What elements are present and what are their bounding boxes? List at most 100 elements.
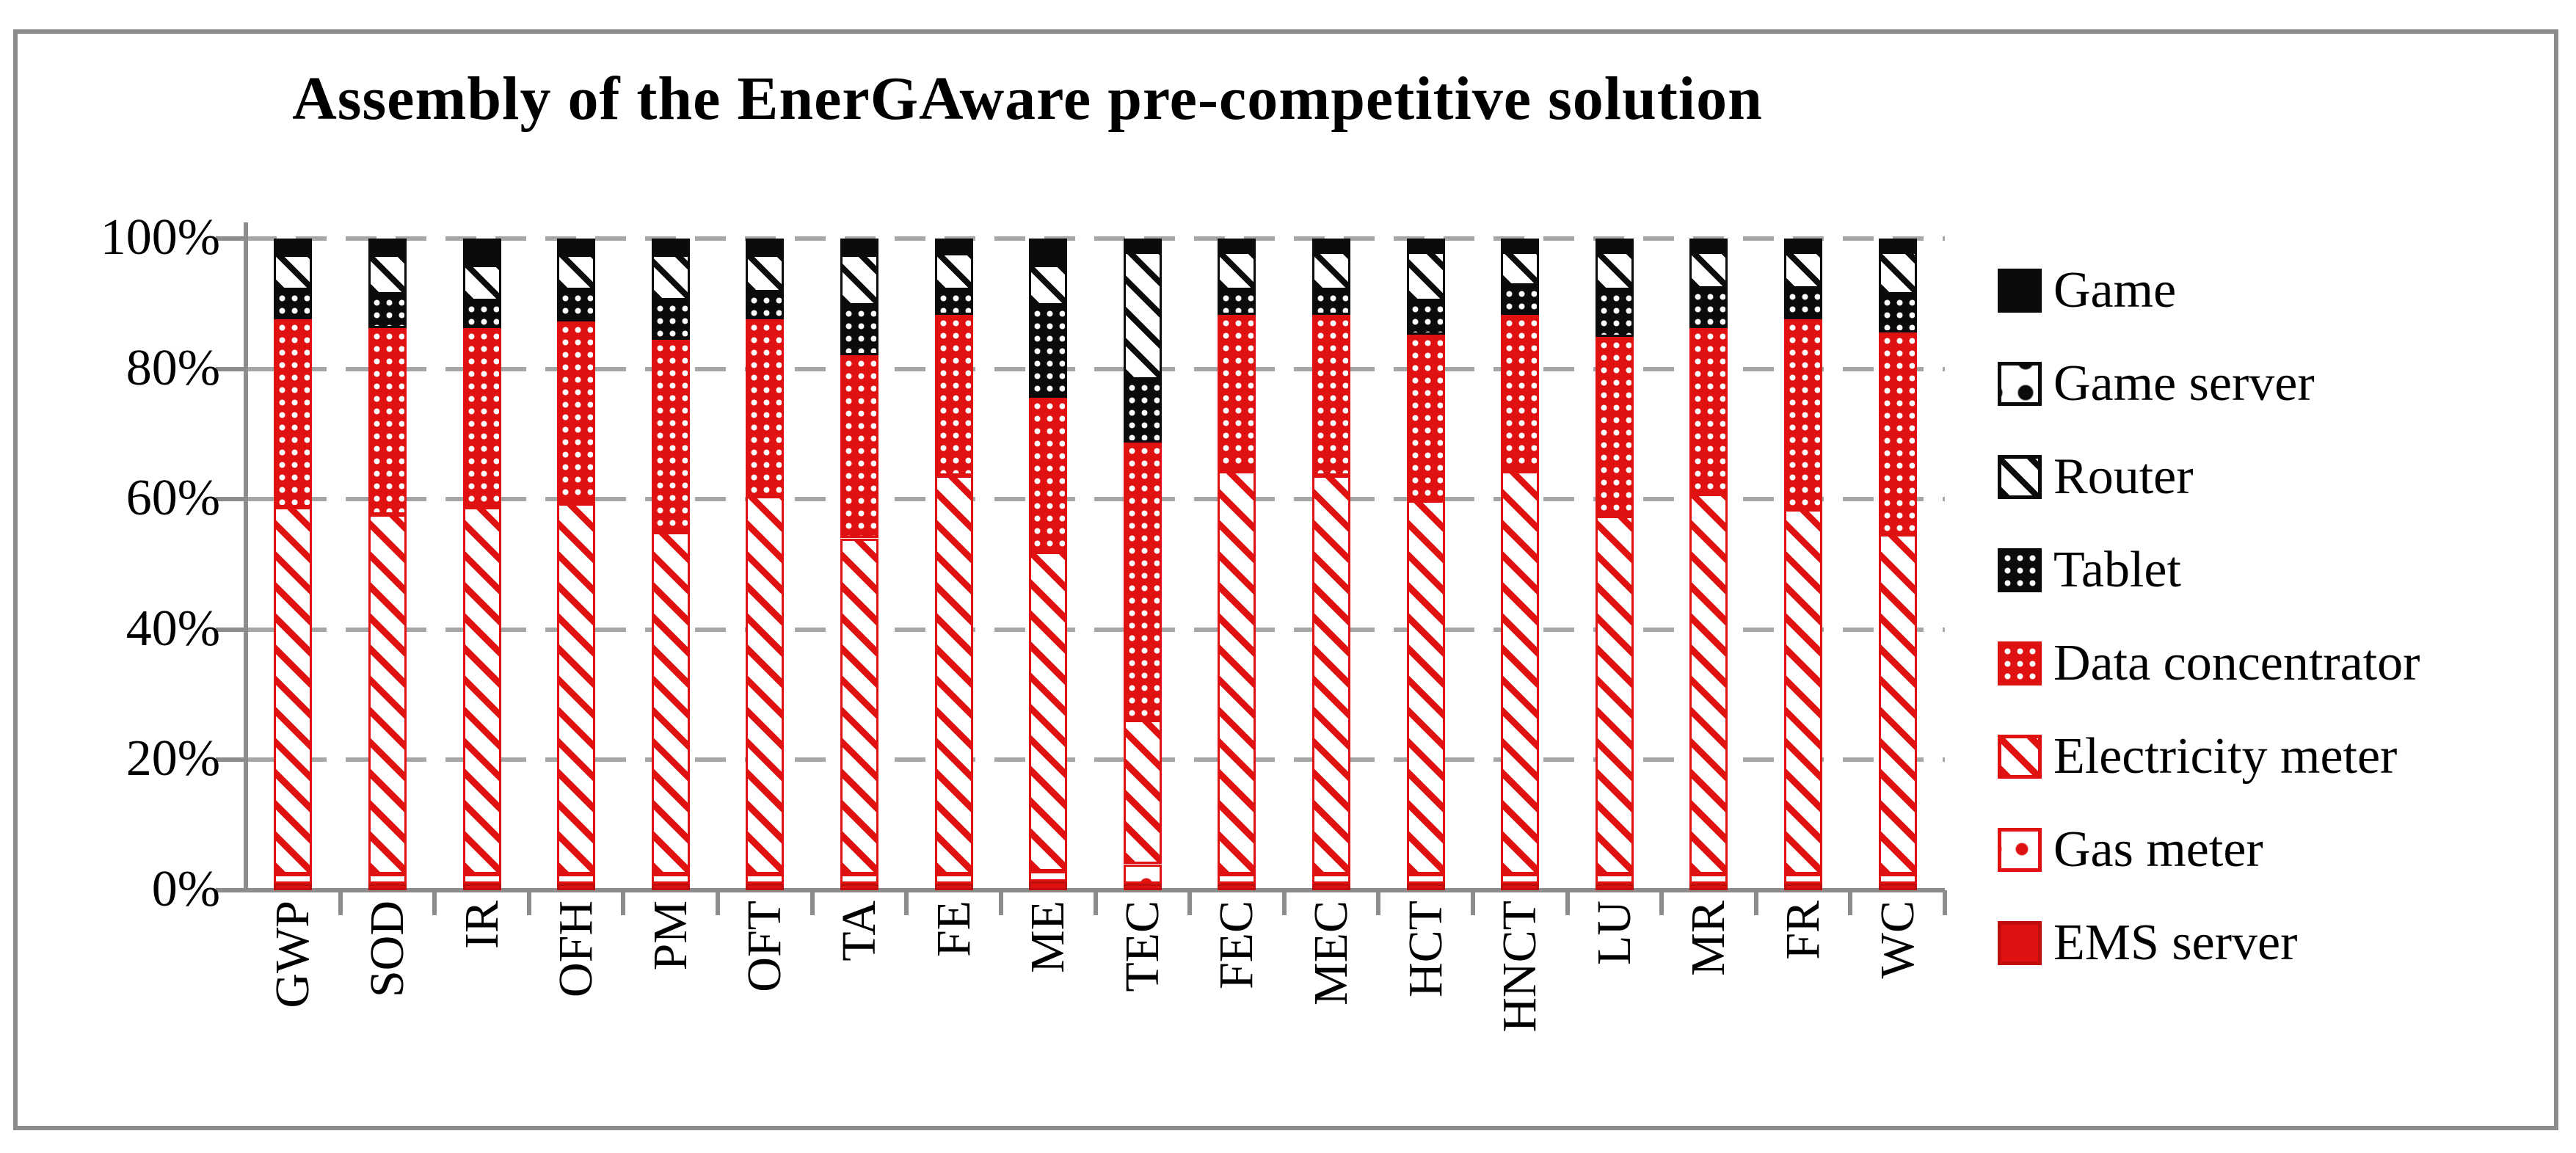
bar-segment-tablet [274,290,313,320]
x-axis-tick [1093,890,1098,915]
bar-segment-game [1501,239,1540,249]
bar-TA [840,239,878,890]
bar-segment-router [1501,251,1540,285]
bar-segment-game [1312,239,1351,249]
x-axis-label-text: FE [926,901,980,958]
bar-segment-gas-meter [1406,873,1445,884]
bar-segment-tablet [1501,285,1540,315]
bar-segment-electricity-meter [1029,552,1068,872]
x-axis-label-text: GWP [266,901,320,1008]
x-axis-tick [1376,890,1381,915]
bar-segment-ems-server [1689,884,1728,890]
bar-segment-tablet [1595,290,1634,338]
bar-MR [1689,239,1728,890]
bar-segment-ems-server [1029,881,1068,890]
bar-segment-router [557,255,596,291]
x-axis-label-text: HCT [1398,901,1452,997]
bar-segment-ems-server [746,884,785,890]
bar-segment-data-concentrator [840,354,878,539]
bar-segment-electricity-meter [1218,471,1256,874]
bar-TEC [1123,239,1162,890]
bar-segment-game [1218,239,1256,249]
y-axis-label-60: 60% [125,470,220,527]
x-axis-tick [1565,890,1570,915]
bar-segment-ems-server [840,884,878,890]
x-axis-label-text: HNCT [1493,901,1547,1033]
bar-segment-data-concentrator [274,319,313,507]
bar-segment-data-concentrator [1878,332,1917,535]
bar-OFT [746,239,785,890]
bar-segment-electricity-meter [1595,516,1634,874]
bar-segment-gas-meter [1501,873,1540,884]
bar-segment-electricity-meter [557,503,596,874]
bar-segment-electricity-meter [651,531,690,874]
bar-segment-gas-meter [840,873,878,884]
legend-row-router: Router [1998,430,2420,523]
x-axis-tick [1470,890,1475,915]
bar-segment-game [1878,239,1917,249]
x-axis-label-FEC: FEC [1209,901,1264,1150]
x-axis-label-IR: IR [455,901,509,1150]
y-axis-label-80: 80% [125,339,220,396]
bar-OFH [557,239,596,890]
legend-row-ems-server: EMS server [1998,896,2420,989]
bar-segment-game [462,239,501,262]
legend-label: Electricity meter [2053,727,2398,785]
bar-segment-tablet [557,290,596,321]
bar-segment-tablet [1784,288,1823,320]
y-axis-tick-40 [216,627,248,632]
bar-segment-data-concentrator [934,314,973,476]
bar-segment-game [746,239,785,252]
x-axis-label-text: OFH [549,901,603,998]
legend-swatch-icon [1998,734,2042,779]
bar-ME [1029,239,1068,890]
x-axis-label-OFT: OFT [738,901,791,1150]
x-axis-label-TA: TA [832,901,886,1150]
bar-segment-data-concentrator [1406,335,1445,501]
bar-segment-data-concentrator [746,319,785,496]
x-axis-label-PM: PM [644,901,697,1150]
bar-segment-tablet [1312,290,1351,315]
bar-LU [1595,239,1634,890]
bar-segment-data-concentrator [368,327,407,514]
y-axis-tick-20 [216,757,248,763]
x-axis-label-SOD: SOD [360,901,414,1150]
y-axis-label-20: 20% [125,730,220,788]
legend-row-data-concentrator: Data concentrator [1998,616,2420,710]
x-axis-label-text: ME [1021,901,1075,973]
gridline-60 [246,497,1945,502]
bar-segment-tablet [1878,294,1917,332]
bar-HNCT [1501,239,1540,890]
x-axis-label-TEC: TEC [1116,901,1169,1150]
bar-segment-game [651,239,690,252]
bar-segment-router [934,252,973,291]
bar-segment-gas-meter [1312,873,1351,884]
bar-segment-data-concentrator [1784,319,1823,510]
bar-MEC [1312,239,1351,890]
bar-segment-data-concentrator [1689,327,1728,495]
bar-segment-data-concentrator [1595,337,1634,517]
bar-FR [1784,239,1823,890]
bar-segment-electricity-meter [746,495,785,874]
x-axis-label-HNCT: HNCT [1493,901,1546,1150]
bar-segment-ems-server [1406,884,1445,890]
x-axis-label-text: FEC [1209,901,1264,990]
legend-label: Router [2053,448,2194,505]
x-axis-label-text: LU [1587,901,1641,965]
x-axis-label-FE: FE [926,901,980,1150]
bar-segment-game [1595,239,1634,249]
bar-segment-electricity-meter [1406,501,1445,874]
bar-segment-router [1123,251,1162,379]
bar-segment-gas-meter [1123,864,1162,884]
bar-segment-tablet [1218,290,1256,315]
bar-segment-ems-server [462,884,501,890]
bar-segment-game [1123,239,1162,249]
bar-segment-game [934,239,973,250]
bar-segment-tablet [1123,379,1162,443]
bar-segment-electricity-meter [368,514,407,874]
gridline-20 [246,757,1945,763]
legend-label: Tablet [2053,541,2181,598]
x-axis-tick [1753,890,1758,915]
bar-segment-electricity-meter [934,476,973,874]
